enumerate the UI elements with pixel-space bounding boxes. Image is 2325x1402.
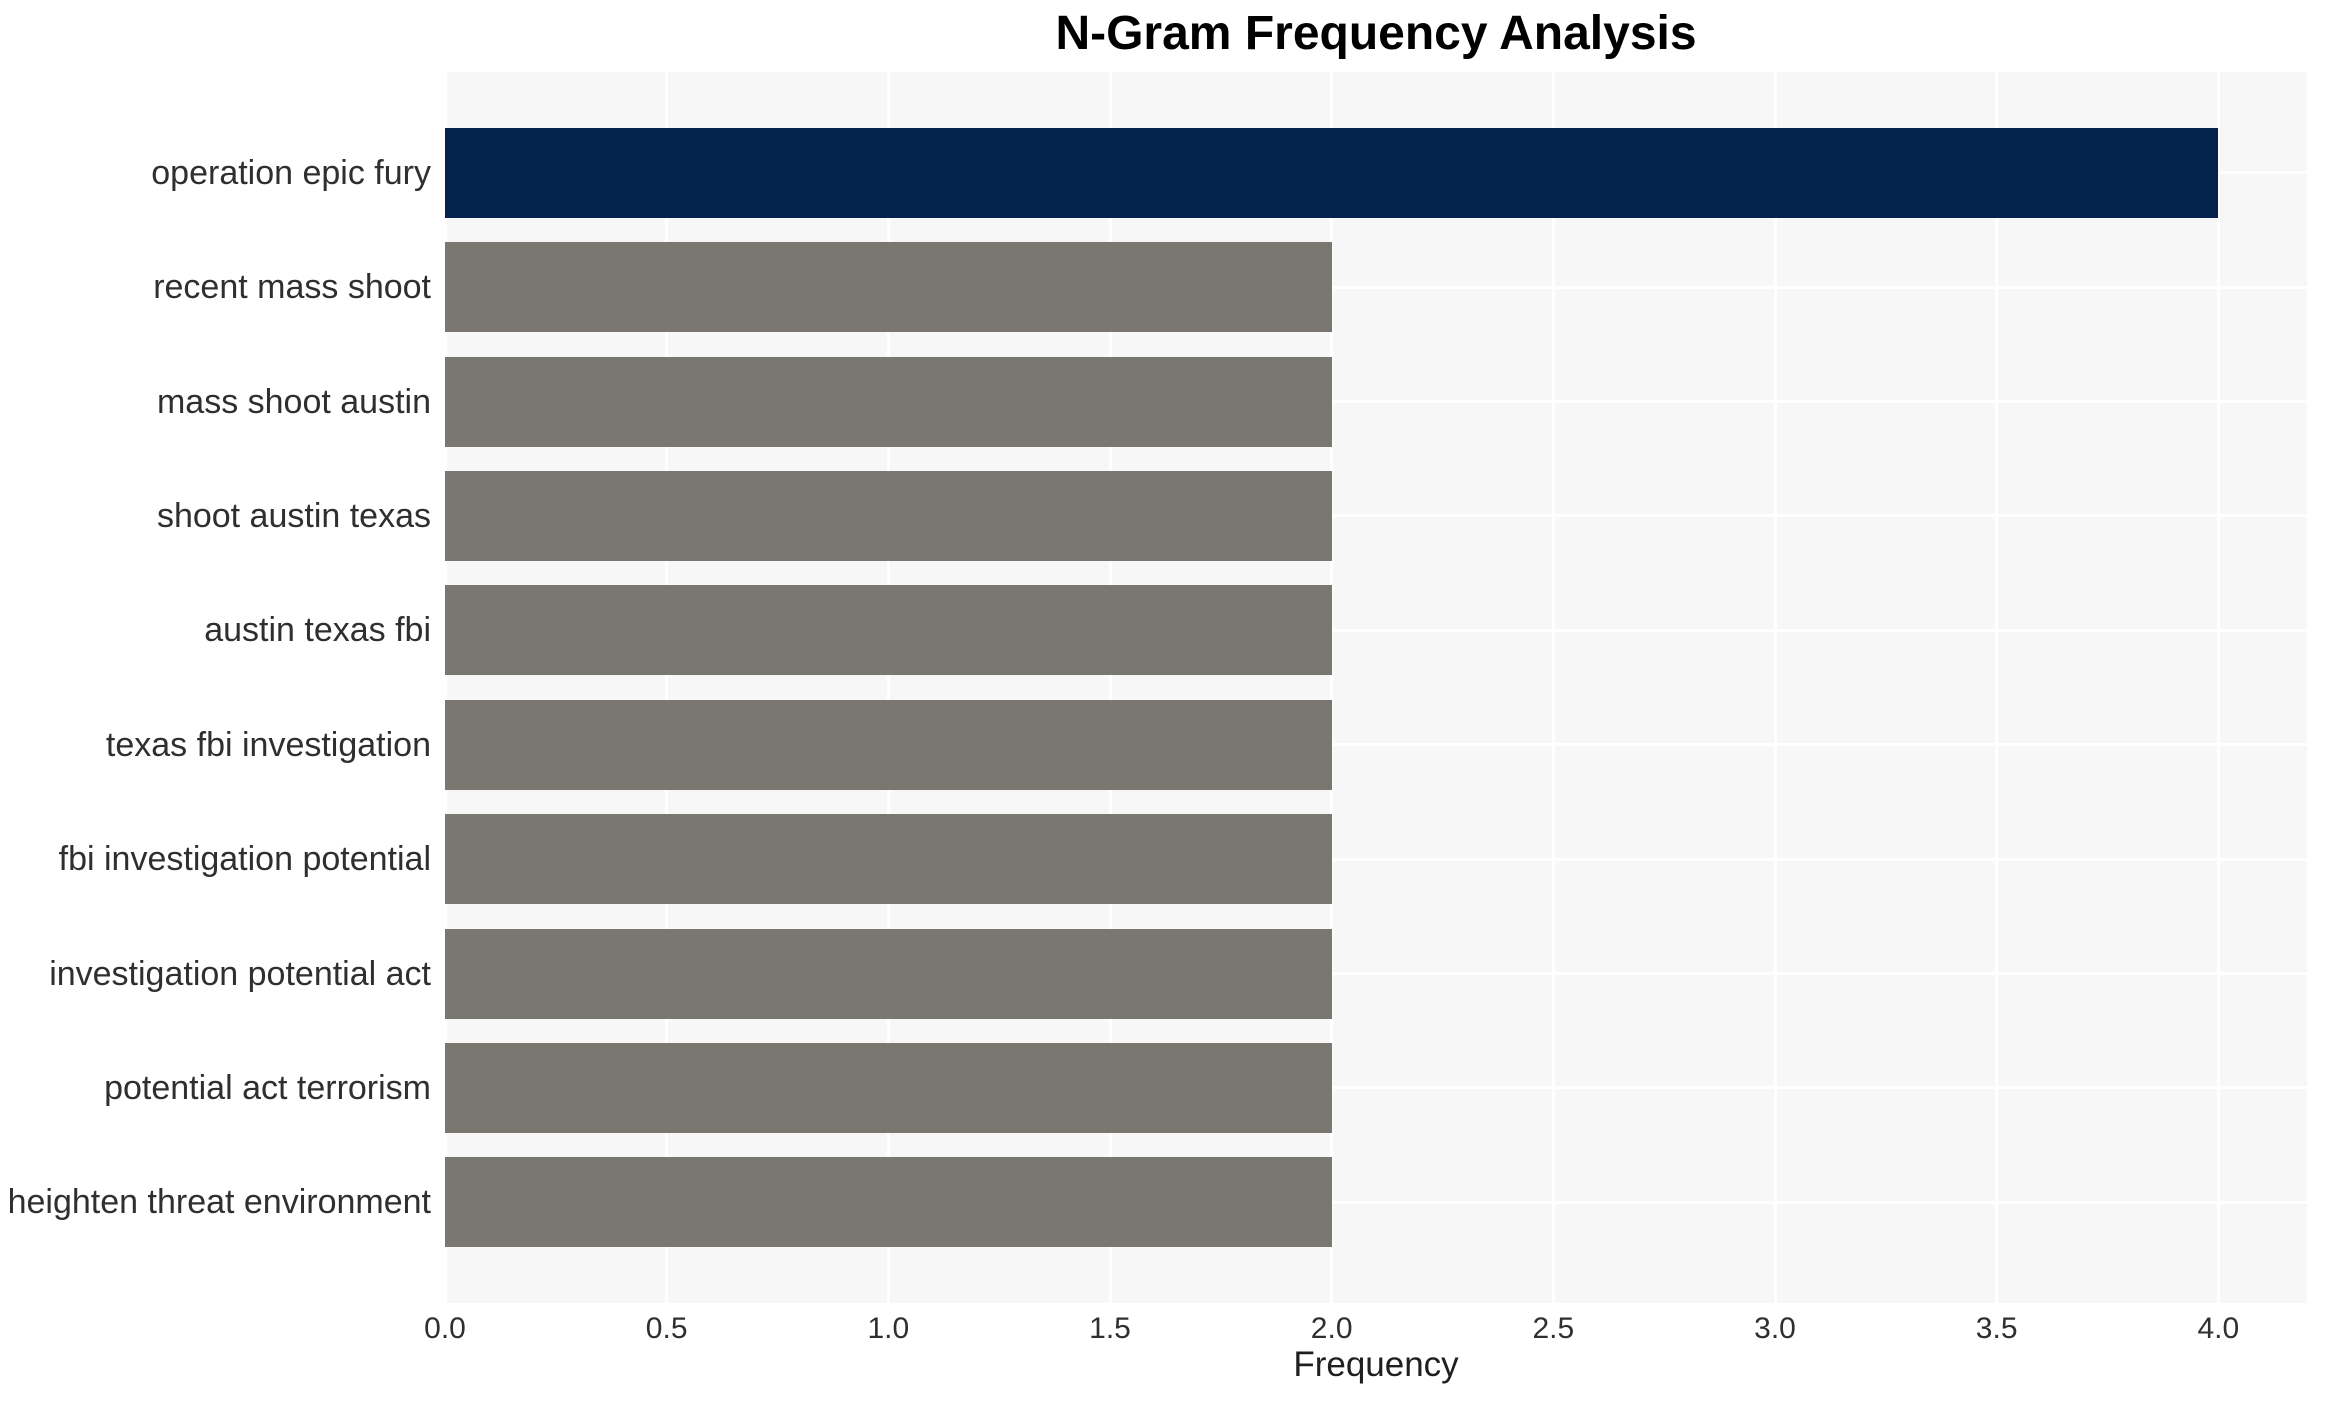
y-tick-label: investigation potential act [49,954,431,993]
x-gridline [886,72,890,1303]
x-gridline [1330,72,1334,1303]
bar [445,470,1332,561]
x-tick-label: 0.0 [424,1312,466,1345]
x-gridline [1551,72,1555,1303]
x-gridline [1108,72,1112,1303]
y-gridline [445,743,2307,747]
x-tick-label: 3.5 [1975,1312,2018,1345]
x-gridline [2216,72,2220,1303]
bar [445,127,2219,218]
x-gridline [443,72,447,1303]
chart-title: N-Gram Frequency Analysis [1055,7,1697,60]
x-tick-label: 0.5 [645,1312,688,1345]
y-gridline [445,1086,2307,1090]
x-tick-label: 1.5 [1089,1312,1131,1345]
x-tick-label: 1.0 [867,1312,910,1345]
y-tick-label: mass shoot austin [156,382,431,421]
x-gridline [1995,72,1999,1303]
x-axis-title: Frequency [1293,1345,1459,1384]
y-gridline [445,628,2307,632]
y-tick-label: recent mass shoot [153,268,431,307]
plot-area [443,72,2307,1303]
x-tick-label: 2.5 [1532,1312,1575,1345]
bar [445,814,1332,905]
y-tick-label: shoot austin texas [156,496,431,535]
y-gridline [445,857,2307,861]
bar [445,585,1332,676]
y-axis-labels: operation epic fury recent mass shoot mass… [0,72,437,1303]
bar [445,928,1332,1019]
x-tick-label: 2.0 [1310,1312,1353,1345]
x-gridline [665,72,669,1303]
bar [445,242,1332,333]
x-tick-label: 3.0 [1754,1312,1796,1345]
y-gridline [445,514,2307,518]
y-tick-label: austin texas fbi [204,611,431,650]
y-gridline [445,1200,2307,1204]
bar [445,1042,1332,1133]
y-gridline [445,285,2307,289]
y-tick-label: operation epic fury [151,153,431,192]
y-tick-label: texas fbi investigation [105,725,431,764]
y-gridline [445,972,2307,975]
x-tick-label: 4.0 [2197,1312,2240,1345]
bar [445,356,1332,447]
x-gridline [1773,72,1777,1303]
y-tick-label: heighten threat environment [7,1183,431,1222]
y-tick-label: potential act terrorism [104,1068,431,1107]
y-tick-label: fbi investigation potential [58,840,431,879]
y-gridline [445,400,2307,403]
bar [445,699,1332,790]
bar [445,1157,1332,1248]
